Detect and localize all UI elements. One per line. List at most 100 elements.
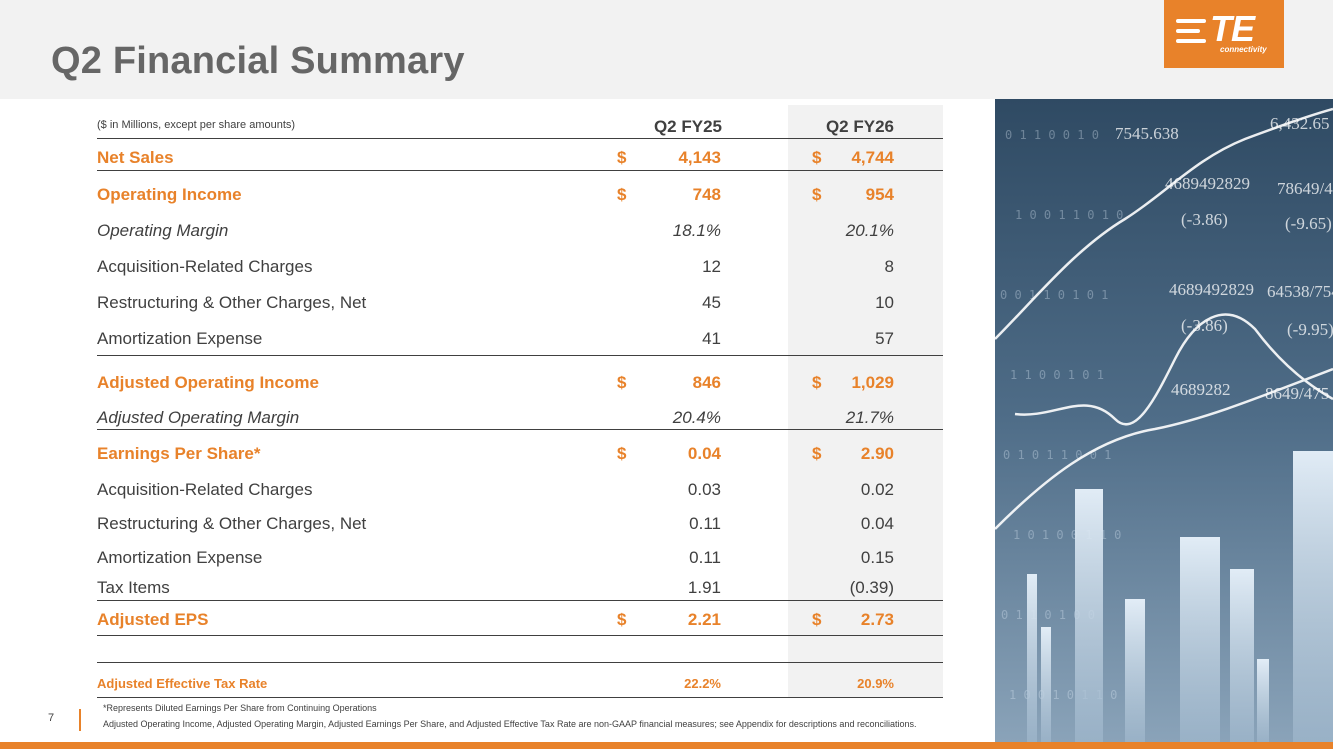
value-fy25: 12 — [702, 257, 721, 276]
value-fy25: 22.2% — [684, 676, 721, 691]
financial-data-photo: 0 1 1 0 0 1 0 1 0 0 1 1 0 1 0 0 0 1 1 0 … — [995, 99, 1333, 742]
photo-number-text: 4689492829 — [1169, 280, 1254, 299]
divider — [97, 355, 943, 356]
photo-number-text: (-9.65) — [1285, 214, 1332, 233]
value-fy26: (0.39) — [849, 578, 894, 597]
table-row: Restructuring & Other Charges, Net 45 10 — [0, 293, 943, 317]
photo-number-text: 4689492829 — [1165, 174, 1250, 193]
row-label: Adjusted Operating Margin — [97, 408, 300, 427]
table-row: Adjusted Effective Tax Rate 22.2% 20.9% — [0, 676, 943, 700]
divider — [97, 697, 943, 698]
value-fy26: 20.9% — [857, 676, 894, 691]
divider — [97, 635, 943, 636]
photo-number-text: 4689282 — [1171, 380, 1231, 399]
logo-tagline: connectivity — [1220, 45, 1267, 54]
table-row: Net Sales $ $4,143 4,744 — [0, 148, 943, 172]
svg-text:0 1 1 0 0 1 0: 0 1 1 0 0 1 0 — [1005, 128, 1099, 142]
photo-numbers: 7545.638 6,432.65 4689492829 78649/475 (… — [1115, 114, 1333, 403]
table-row: Operating Income $ $748 954 — [0, 185, 943, 209]
value-fy26: 0.02 — [860, 480, 894, 499]
dollar-sign-fy25: $ — [617, 148, 627, 167]
dollar-sign-fy26: $ — [812, 185, 822, 204]
row-label: Net Sales — [97, 148, 174, 167]
value-fy25: 4,143 — [678, 148, 721, 167]
row-label: Restructuring & Other Charges, Net — [97, 293, 367, 312]
photo-number-text: 7545.638 — [1115, 124, 1179, 143]
row-label: Amortization Expense — [97, 548, 263, 567]
value-fy26: 57 — [875, 329, 894, 348]
logo-brand: TE — [1210, 8, 1255, 49]
photo-number-text: (-3.86) — [1181, 316, 1228, 335]
row-label: Operating Margin — [97, 221, 229, 240]
table-row: Adjusted Operating Margin 20.4% 21.7% — [0, 408, 943, 432]
value-fy25: 0.11 — [689, 514, 721, 533]
svg-text:0 1 1 0 1 0 0: 0 1 1 0 1 0 0 — [1001, 608, 1095, 622]
table-row: Adjusted Operating Income $ $846 1,029 — [0, 373, 943, 397]
page-number-bar — [79, 709, 81, 731]
table-row: Tax Items 1.91 (0.39) — [0, 578, 943, 602]
dollar-sign-fy26: $ — [812, 610, 822, 629]
value-fy26: 21.7% — [845, 408, 894, 427]
page-number: 7 — [48, 712, 55, 724]
value-fy26: 20.1% — [845, 221, 894, 240]
table-row: Amortization Expense 41 57 — [0, 329, 943, 353]
dollar-sign-fy26: $ — [812, 148, 822, 167]
divider — [97, 600, 943, 601]
value-fy26: 4,744 — [851, 148, 894, 167]
value-fy25: 18.1% — [672, 221, 721, 240]
value-fy26: 2.90 — [860, 444, 894, 463]
photo-number-text: 64538/754 — [1267, 282, 1333, 301]
row-label: Earnings Per Share* — [97, 444, 261, 463]
table-row: Amortization Expense 0.11 0.15 — [0, 548, 943, 572]
svg-text:1 0 1 0 0 1 1 0: 1 0 1 0 0 1 1 0 — [1013, 528, 1121, 542]
value-fy26: 10 — [875, 293, 894, 312]
divider — [97, 429, 943, 430]
svg-text:0 0 1 1 0 1 0 1: 0 0 1 1 0 1 0 1 — [1000, 288, 1108, 302]
svg-text:0 1 0 1 1 0 0 1: 0 1 0 1 1 0 0 1 — [1003, 448, 1111, 462]
dollar-sign-fy25: $ — [617, 373, 627, 392]
value-fy26: 954 — [865, 185, 894, 204]
value-fy25: 0.11 — [689, 548, 721, 567]
dollar-sign-fy26: $ — [812, 444, 822, 463]
divider — [97, 170, 943, 171]
footnote-non-gaap: Adjusted Operating Income, Adjusted Oper… — [103, 719, 917, 729]
value-fy25: 846 — [692, 373, 721, 392]
row-label: Acquisition-Related Charges — [97, 480, 313, 499]
photo-number-text: 78649/475 — [1277, 179, 1333, 198]
photo-trend-lines — [995, 107, 1333, 530]
value-fy25: 0.03 — [687, 480, 721, 499]
row-label: Adjusted EPS — [97, 610, 209, 629]
column-header-fy25: Q2 FY25 — [653, 117, 722, 136]
fy26-column-shading — [788, 105, 943, 698]
value-fy25: 20.4% — [672, 408, 721, 427]
value-fy25: 0.04 — [687, 444, 721, 463]
value-fy25: 748 — [692, 185, 721, 204]
value-fy25: 2.21 — [687, 610, 721, 629]
logo-lines-icon — [1176, 17, 1210, 45]
header-band — [0, 0, 1333, 99]
table-row: Operating Margin 18.1% 20.1% — [0, 221, 943, 245]
photo-number-text: (-3.86) — [1181, 210, 1228, 229]
photo-number-text: 8649/475 — [1265, 384, 1329, 403]
footnote-eps: *Represents Diluted Earnings Per Share f… — [103, 703, 377, 713]
row-label: Adjusted Effective Tax Rate — [97, 676, 268, 691]
table-row: Acquisition-Related Charges 0.03 0.02 — [0, 480, 943, 504]
bottom-accent-bar — [0, 742, 1333, 749]
value-fy26: 2.73 — [860, 610, 894, 629]
value-fy25: 1.91 — [687, 578, 721, 597]
value-fy25: 41 — [702, 329, 721, 348]
units-note: ($ in Millions, except per share amounts… — [97, 119, 296, 131]
dollar-sign-fy25: $ — [617, 185, 627, 204]
te-connectivity-logo: TE connectivity — [1164, 0, 1284, 68]
dollar-sign-fy25: $ — [617, 610, 627, 629]
value-fy26: 0.15 — [860, 548, 894, 567]
row-label: Tax Items — [97, 578, 170, 597]
value-fy26: 1,029 — [851, 373, 894, 392]
row-label: Restructuring & Other Charges, Net — [97, 514, 367, 533]
row-label: Adjusted Operating Income — [97, 373, 319, 392]
divider — [97, 138, 943, 139]
svg-text:1 0 0 1 1 0 1 0: 1 0 0 1 1 0 1 0 — [1015, 208, 1123, 222]
value-fy25: 45 — [702, 293, 721, 312]
dollar-sign-fy26: $ — [812, 373, 822, 392]
row-label: Operating Income — [97, 185, 242, 204]
